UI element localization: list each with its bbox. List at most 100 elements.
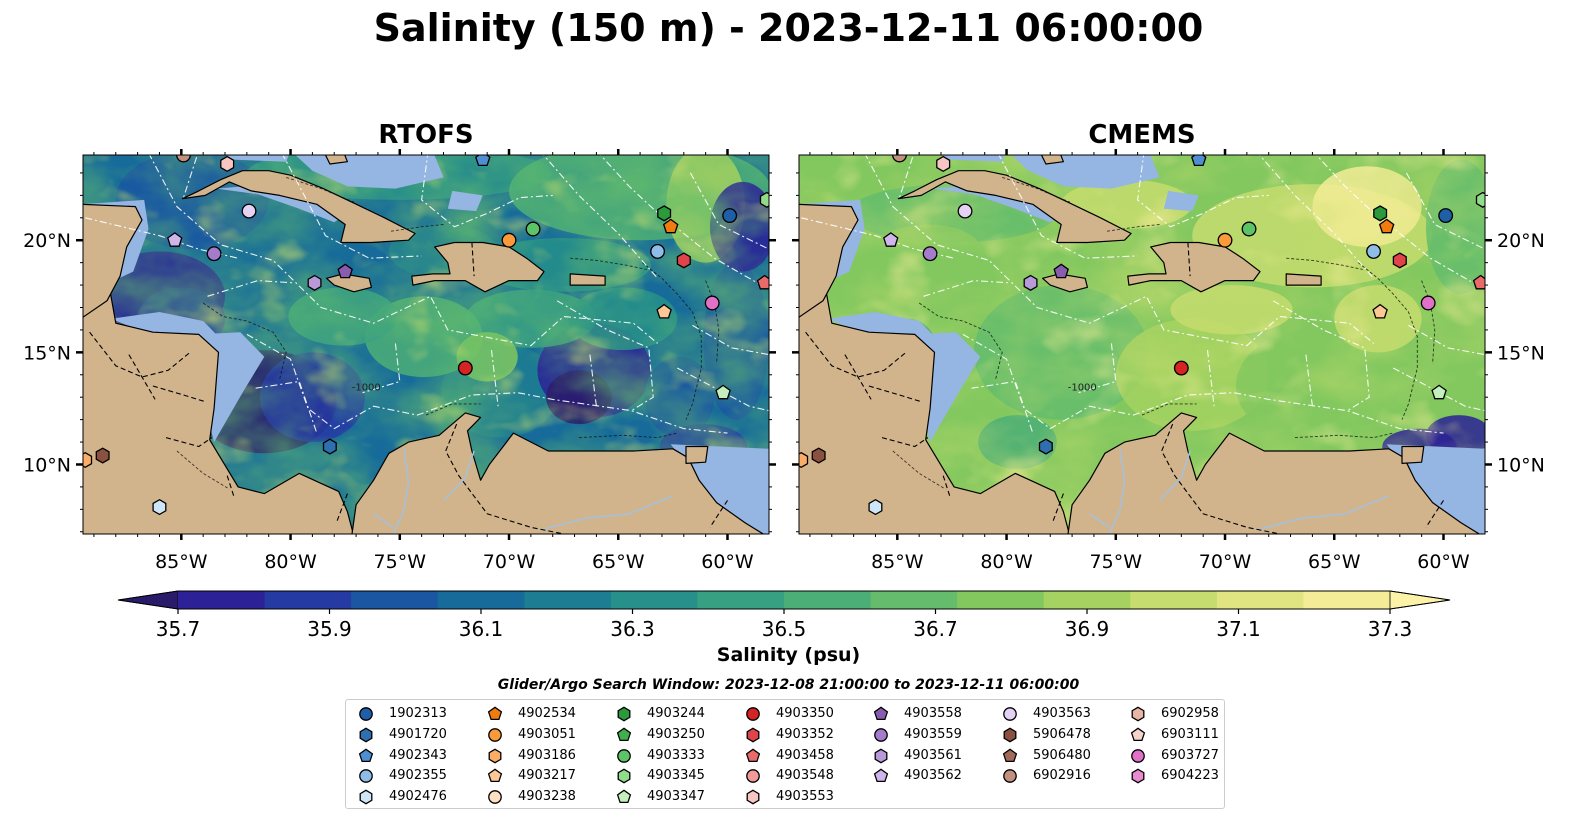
depth-contour [1294,432,1394,439]
lon-tick-label: 80°W [980,551,1033,573]
depth-contour [425,403,481,416]
river [1158,450,1191,501]
circle-marker-icon [746,707,760,721]
float-4903562 [883,232,899,247]
float-1902313 [722,208,738,224]
float-5906478 [811,447,826,464]
legend-item-label: 4903186 [518,747,576,763]
legend-item-label: 4903562 [904,768,962,784]
float-4903562 [167,232,183,247]
eez-boundary [589,354,597,407]
depth-contour [705,280,720,364]
depth-contour [570,257,647,270]
shelf-area [1163,190,1199,212]
hexagon-marker-icon [1131,768,1145,784]
legend-item-label: 6903727 [1161,747,1219,763]
depth-contour [918,302,1003,380]
float-4902476 [868,498,883,516]
float-4903217 [656,303,672,319]
lat-tick-label: 20°N [1497,230,1545,252]
float-4903345 [1475,191,1485,208]
pentagon-marker-icon [487,706,503,721]
shelf-area [214,350,234,409]
float-4902476 [152,498,167,516]
contour-label: -1000 [1068,382,1097,393]
float-4903051 [1217,232,1233,248]
country-border [709,500,728,528]
legend-item-label: 6902958 [1161,706,1219,721]
float-4902343 [1191,155,1207,167]
shelf-area [1386,444,1485,534]
eez-boundary [421,155,553,228]
legend-item-label: 5906478 [1033,726,1091,742]
lon-tick-label: 80°W [264,551,317,573]
lon-tick-label: 60°W [1417,551,1470,573]
lat-tick-label: 10°N [1497,454,1545,476]
legend-item-label: 4903250 [647,726,705,742]
float-4903186 [799,451,809,469]
shelf-area [930,350,950,409]
hexagon-marker-icon [359,789,373,805]
land-hispaniola [1127,241,1261,293]
float-4903553 [936,155,951,173]
pentagon-marker-icon [487,768,503,783]
pentagon-marker-icon [358,748,374,762]
land-trinidad [1401,445,1425,464]
country-border [1425,500,1444,528]
float-1902313 [1438,208,1454,224]
float-4903558 [1053,263,1069,279]
lat-tick-label: 15°N [1497,342,1545,364]
river [392,448,410,534]
eez-boundary [1305,354,1313,407]
depth-contour [1286,257,1363,270]
eez-boundary [1408,324,1485,356]
float-4903563 [957,203,973,219]
legend-item-label: 4903561 [904,747,962,763]
figure-title: Salinity (150 m) - 2023-12-11 06:00:00 [373,6,1204,50]
legend-item-label: 6904223 [1161,768,1219,784]
map-panel-cmems: -1000 85°W 80°W 75°W 70°W 65°W 60°W 20°N 15°N 10°… [792,149,1545,573]
float-4903558 [337,263,353,279]
float-4903352 [1392,252,1407,269]
river [1108,448,1126,534]
legend-item-label: 4903553 [776,789,834,805]
land-yucatan [83,203,143,318]
legend-item-label: 4903558 [904,706,962,721]
land-bahamas1 [1040,155,1065,165]
float-4903347 [1431,384,1447,400]
float-4903458 [756,274,769,290]
map-panels: -1000 85°W 80°W 75°W 70°W 65°W 60°W 20°N 15°N 10°… [23,149,1545,573]
lon-tick-label: 65°W [592,551,645,573]
eez-boundary [971,380,1034,434]
float-4901720 [1038,438,1053,455]
legend-item-label: 4902343 [389,747,447,763]
legend-item-label: 4902534 [518,706,576,721]
depth-contour [390,224,444,232]
depth-contour [1106,224,1160,232]
shelf-area [227,155,289,162]
country-border [805,331,907,378]
legend-item-label: 4903238 [518,789,576,805]
country-border [165,437,213,448]
country-border [152,385,206,403]
shelf-area [216,184,348,223]
hexagon-marker-icon [617,768,631,784]
eez-boundary [1392,367,1485,412]
float-6902916 [892,155,907,163]
axis-ticks [76,149,776,540]
legend-item-label: 4903244 [647,706,705,721]
shelf-area [447,190,483,212]
legend-item-label: 4903458 [776,747,834,763]
legend-item-label: 4903559 [904,726,962,742]
eez-boundary [182,157,198,198]
river [1089,513,1110,528]
eez-boundary [362,343,401,394]
float-4903563 [241,203,257,219]
pentagon-marker-icon [873,768,889,783]
hexagon-marker-icon [359,727,373,743]
country-border [868,385,922,403]
float-4903347 [715,384,731,400]
map-panel-rtofs: -1000 85°W 80°W 75°W 70°W 65°W 60°W 20°N 15°N 10°… [23,149,776,573]
float-4903458 [1472,274,1485,290]
float-6903727 [1420,295,1436,311]
